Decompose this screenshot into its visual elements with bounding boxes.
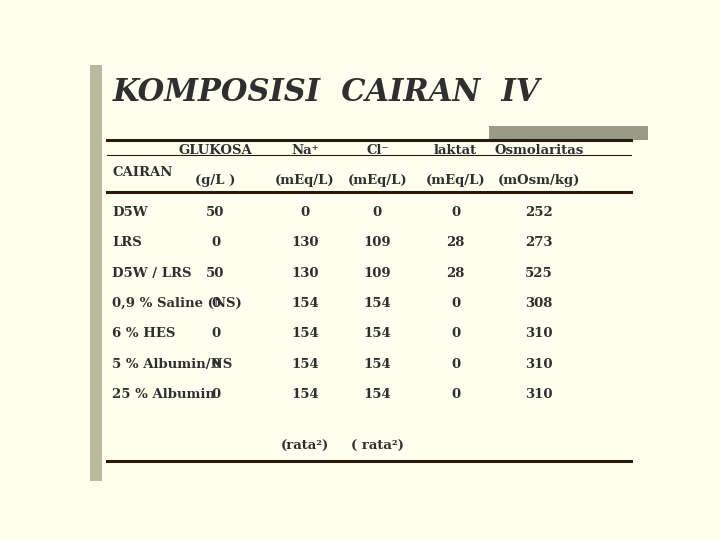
Text: 154: 154 <box>291 357 319 370</box>
Text: 154: 154 <box>364 388 391 401</box>
Text: 525: 525 <box>526 267 553 280</box>
Text: Cl⁻: Cl⁻ <box>366 144 389 157</box>
Text: 0,9 % Saline (NS): 0,9 % Saline (NS) <box>112 297 242 310</box>
Text: 130: 130 <box>291 237 318 249</box>
Text: (rata²): (rata²) <box>281 440 329 453</box>
Text: 154: 154 <box>291 327 319 340</box>
Text: ( rata²): ( rata²) <box>351 440 404 453</box>
Text: 0: 0 <box>451 327 460 340</box>
Text: 0: 0 <box>451 357 460 370</box>
Text: 0: 0 <box>211 237 220 249</box>
Text: 310: 310 <box>526 388 553 401</box>
Text: 0: 0 <box>451 297 460 310</box>
Text: (mOsm/kg): (mOsm/kg) <box>498 174 580 187</box>
Text: 154: 154 <box>364 357 391 370</box>
Text: GLUKOSA: GLUKOSA <box>179 144 253 157</box>
Text: 154: 154 <box>291 388 319 401</box>
Text: 0: 0 <box>451 206 460 219</box>
Text: LRS: LRS <box>112 237 142 249</box>
Text: 25 % Albumin: 25 % Albumin <box>112 388 215 401</box>
Text: 0: 0 <box>373 206 382 219</box>
Text: 154: 154 <box>364 327 391 340</box>
Text: 0: 0 <box>451 388 460 401</box>
Text: CAIRAN: CAIRAN <box>112 166 173 179</box>
Bar <box>489 126 648 140</box>
Text: (mEq/L): (mEq/L) <box>275 174 335 187</box>
Text: 0: 0 <box>211 327 220 340</box>
Text: 50: 50 <box>207 267 225 280</box>
Text: laktat: laktat <box>434 144 477 157</box>
Text: KOMPOSISI  CAIRAN  IV: KOMPOSISI CAIRAN IV <box>112 77 540 109</box>
Text: (mEq/L): (mEq/L) <box>348 174 408 187</box>
Text: 0: 0 <box>211 357 220 370</box>
Text: 310: 310 <box>526 357 553 370</box>
Text: 109: 109 <box>364 237 391 249</box>
Text: 130: 130 <box>291 267 318 280</box>
Text: 50: 50 <box>207 206 225 219</box>
Text: 154: 154 <box>291 297 319 310</box>
Text: Na⁺: Na⁺ <box>291 144 319 157</box>
Text: 252: 252 <box>526 206 553 219</box>
Bar <box>90 65 102 481</box>
Text: 6 % HES: 6 % HES <box>112 327 176 340</box>
Text: 273: 273 <box>526 237 553 249</box>
Text: 0: 0 <box>211 297 220 310</box>
Text: (g/L ): (g/L ) <box>195 174 235 187</box>
Text: D5W / LRS: D5W / LRS <box>112 267 192 280</box>
Text: Osmolaritas: Osmolaritas <box>495 144 584 157</box>
Text: 310: 310 <box>526 327 553 340</box>
Text: 154: 154 <box>364 297 391 310</box>
Text: D5W: D5W <box>112 206 148 219</box>
Text: 5 % Albumin/NS: 5 % Albumin/NS <box>112 357 233 370</box>
Text: 308: 308 <box>526 297 553 310</box>
Text: 28: 28 <box>446 237 464 249</box>
Text: 28: 28 <box>446 267 464 280</box>
Text: 109: 109 <box>364 267 391 280</box>
Text: 0: 0 <box>211 388 220 401</box>
Text: (mEq/L): (mEq/L) <box>426 174 485 187</box>
Text: 0: 0 <box>300 206 310 219</box>
